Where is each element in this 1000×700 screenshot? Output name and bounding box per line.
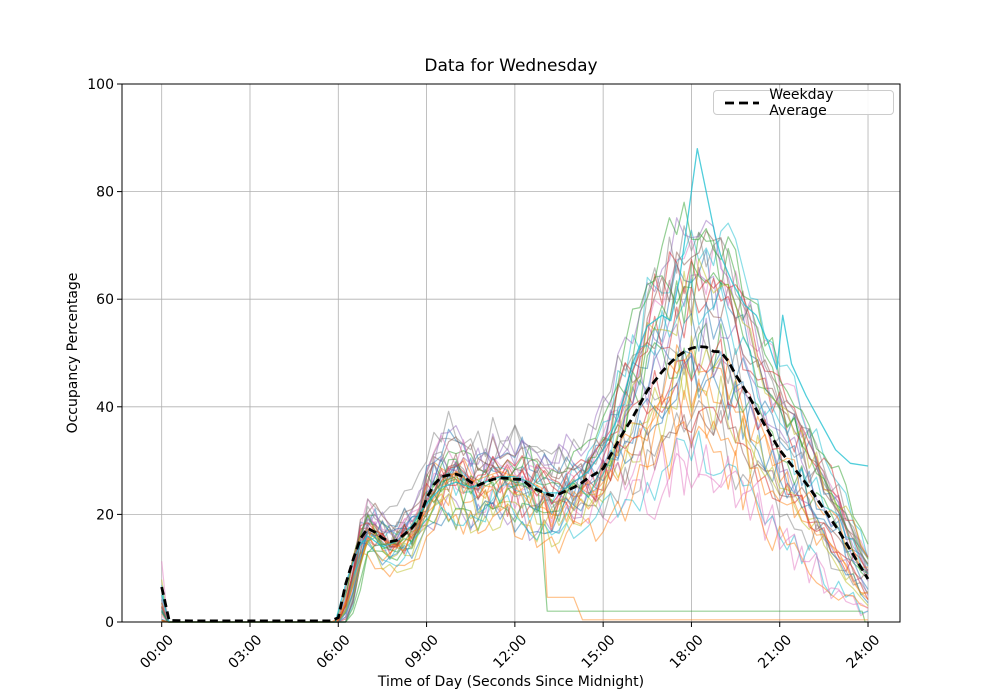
legend-label: Weekday Average — [769, 86, 834, 119]
x-tick-label: 09:00 — [402, 632, 442, 672]
x-tick-label: 06:00 — [314, 632, 354, 672]
legend: Weekday Average — [713, 87, 894, 119]
tick-label-layer: 00:00 03:00 06:00 09:00 12:00 15:00 18:00 21:00… — [87, 77, 883, 672]
y-tick-label: 80 — [96, 185, 114, 201]
chart-title: Data for Wednesday — [424, 56, 597, 76]
grid-layer — [122, 83, 900, 623]
legend-dashed-line-icon — [725, 101, 759, 104]
y-tick-label: 20 — [96, 507, 114, 523]
weekday-average-line — [160, 345, 870, 623]
x-axis-label: Time of Day (Seconds Since Midnight) — [377, 674, 644, 690]
y-tick-label: 100 — [87, 77, 114, 93]
y-axis-label: Occupancy Percentage — [65, 273, 81, 434]
axis-layer — [117, 83, 901, 627]
x-tick-label: 15:00 — [579, 632, 619, 672]
x-tick-label: 21:00 — [755, 632, 795, 672]
early-dropout-green-line — [161, 476, 868, 623]
y-tick-label: 40 — [96, 400, 114, 416]
x-tick-label: 03:00 — [226, 632, 266, 672]
series-layer — [160, 147, 870, 623]
x-tick-label: 18:00 — [667, 632, 707, 672]
plot-border — [121, 83, 901, 623]
y-tick-label: 60 — [96, 292, 114, 308]
x-tick-label: 00:00 — [137, 632, 177, 672]
x-tick-label: 12:00 — [490, 632, 530, 672]
x-tick-label: 24:00 — [844, 632, 884, 672]
early-dropout-orange-line — [161, 470, 868, 623]
y-tick-label: 0 — [105, 615, 114, 631]
